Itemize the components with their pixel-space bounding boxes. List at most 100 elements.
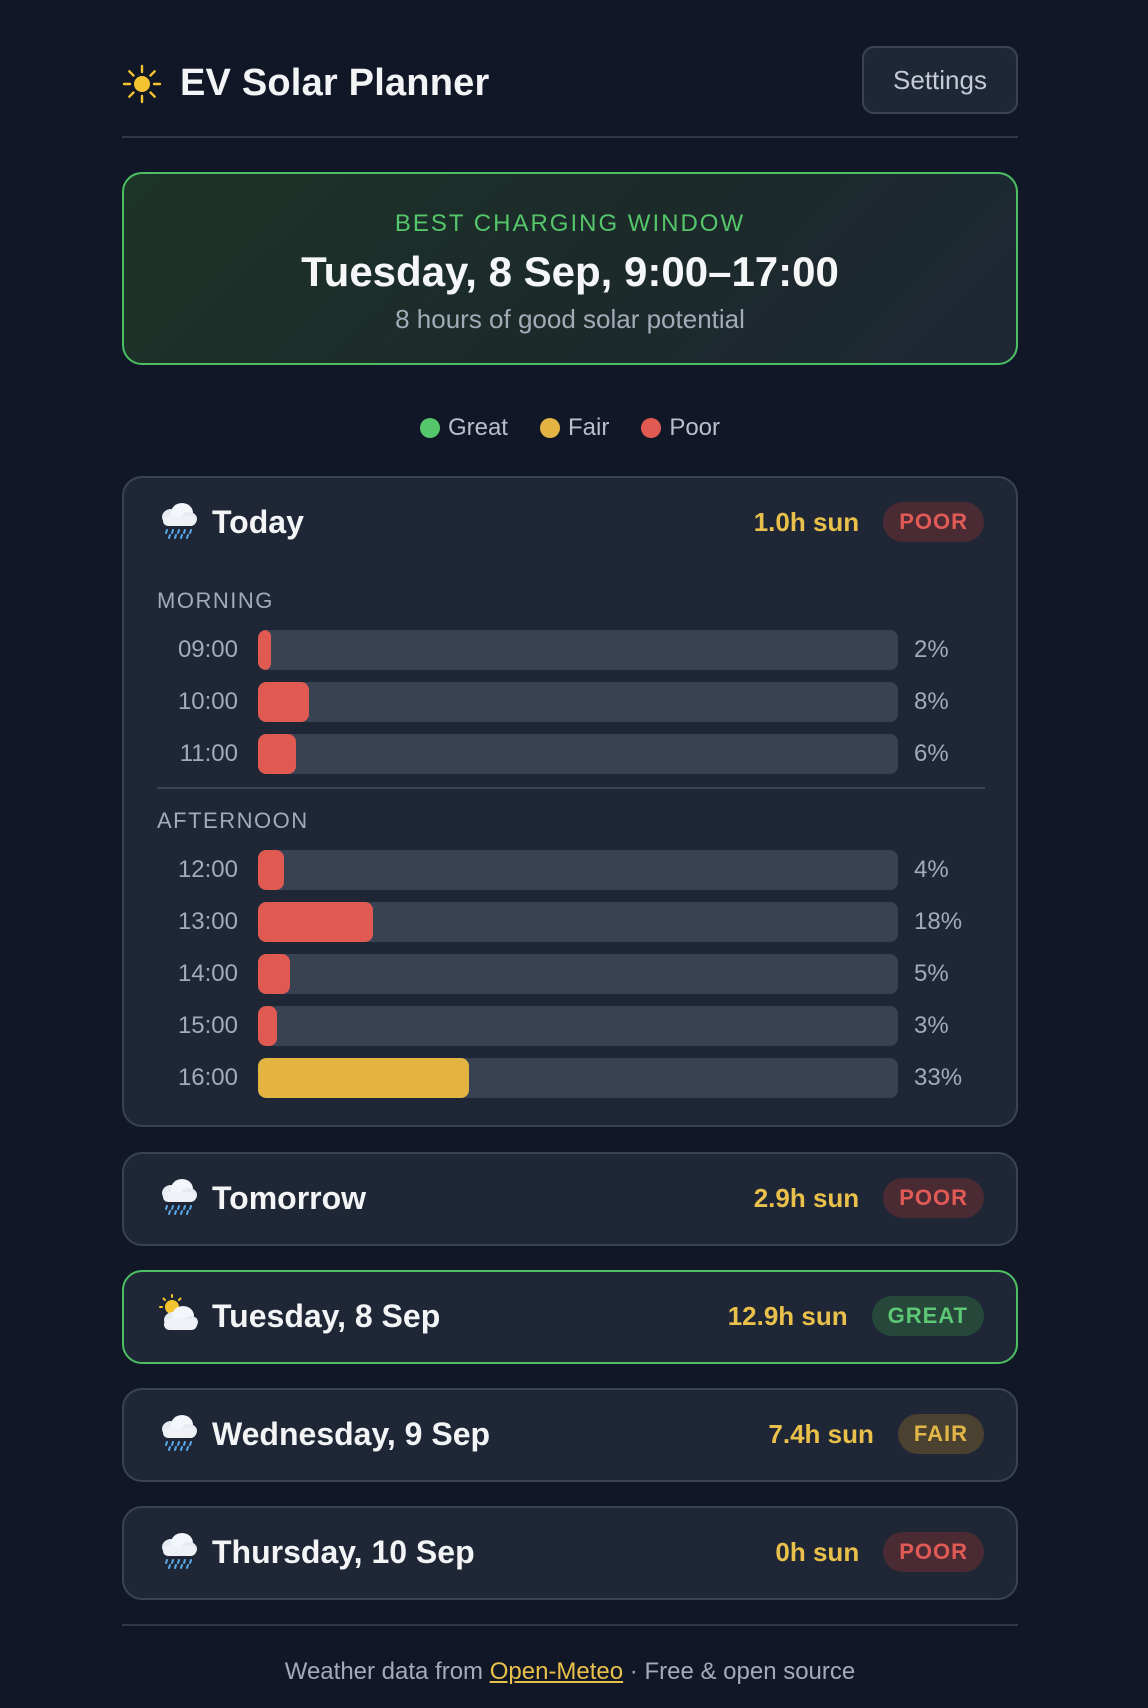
app-title: EV Solar Planner <box>180 62 490 104</box>
solar-bar-fill <box>258 630 271 670</box>
day-name: Tomorrow <box>212 1180 367 1216</box>
sun-hours: 0h sun <box>775 1536 860 1567</box>
hour-row: 13:00 18% <box>124 902 1016 942</box>
day-summary: 7.4h sun FAIR <box>768 1414 984 1454</box>
solar-bar-fill <box>258 1006 278 1046</box>
legend-label: Fair <box>567 414 610 441</box>
rain-cloud-icon <box>157 1530 199 1572</box>
solar-bar-track <box>258 850 898 890</box>
brand: EV Solar Planner <box>122 62 489 105</box>
day-card-header[interactable]: Today 1.0h sun POOR <box>124 478 1016 568</box>
legend-item-fair: Fair <box>539 414 610 442</box>
rating-badge: POOR <box>883 1178 984 1218</box>
best-window-title: Tuesday, 8 Sep, 9:00–17:00 <box>301 248 839 295</box>
rating-badge: POOR <box>883 502 984 542</box>
day-name: Tuesday, 8 Sep <box>212 1298 441 1334</box>
footer-suffix: · Free & open source <box>623 1658 856 1685</box>
rain-cloud-icon <box>157 1412 199 1454</box>
fair-dot-icon <box>539 418 560 438</box>
hour-percent: 4% <box>914 856 949 883</box>
hour-percent: 6% <box>914 740 949 767</box>
sun-icon <box>122 64 162 104</box>
header: EV Solar Planner Settings <box>122 46 1018 138</box>
day-card-header[interactable]: Tomorrow 2.9h sun POOR <box>124 1154 1016 1244</box>
day-summary: 1.0h sun POOR <box>754 502 984 542</box>
legend-item-poor: Poor <box>641 414 720 442</box>
settings-button[interactable]: Settings <box>862 46 1018 114</box>
section-divider <box>157 787 985 789</box>
day-summary: 12.9h sun GREAT <box>728 1296 984 1336</box>
day-name: Today <box>212 504 304 540</box>
hour-time: 10:00 <box>177 688 238 715</box>
solar-bar-track <box>258 954 898 994</box>
solar-bar-fill <box>258 850 284 890</box>
day-card-wednesday[interactable]: Wednesday, 9 Sep 7.4h sun FAIR <box>122 1388 1018 1482</box>
day-card-header[interactable]: Tuesday, 8 Sep 12.9h sun GREAT <box>124 1272 1016 1362</box>
solar-bar-fill <box>258 734 297 774</box>
rating-badge: POOR <box>883 1532 984 1572</box>
hour-row: 11:00 6% <box>124 734 1016 774</box>
open-meteo-link[interactable]: Open-Meteo <box>489 1658 624 1685</box>
hour-time: 13:00 <box>177 908 238 935</box>
hour-row: 12:00 4% <box>124 850 1016 890</box>
legend-label: Poor <box>669 414 721 441</box>
footer: Weather data from Open-Meteo · Free & op… <box>122 1658 1018 1686</box>
day-card-today[interactable]: Today 1.0h sun POOR MORNING 09:00 2% 10:… <box>122 476 1018 1127</box>
solar-bar-track <box>258 682 898 722</box>
solar-bar-track <box>258 630 898 670</box>
hour-time: 14:00 <box>177 960 238 987</box>
best-window-subtitle: 8 hours of good solar potential <box>395 304 745 334</box>
hour-row: 14:00 5% <box>124 954 1016 994</box>
hour-time: 16:00 <box>177 1064 238 1091</box>
sun-hours: 1.0h sun <box>753 506 860 537</box>
sun-behind-cloud-icon <box>157 1294 199 1336</box>
day-card-header[interactable]: Wednesday, 9 Sep 7.4h sun FAIR <box>124 1390 1016 1480</box>
rain-cloud-icon <box>157 500 199 542</box>
hour-percent: 33% <box>914 1064 963 1091</box>
hour-row: 09:00 2% <box>124 630 1016 670</box>
day-card-thursday[interactable]: Thursday, 10 Sep 0h sun POOR <box>122 1506 1018 1600</box>
solar-bar-fill <box>258 1058 470 1098</box>
solar-bar-track <box>258 1058 898 1098</box>
hour-percent: 5% <box>914 960 949 987</box>
footer-prefix: Weather data from <box>284 1658 490 1685</box>
rating-badge: GREAT <box>871 1296 984 1336</box>
hour-time: 12:00 <box>177 856 238 883</box>
sun-hours: 2.9h sun <box>753 1182 860 1213</box>
great-dot-icon <box>419 418 440 438</box>
sun-hours: 12.9h sun <box>727 1300 848 1331</box>
solar-bar-track <box>258 902 898 942</box>
legend-item-great: Great <box>419 414 508 442</box>
solar-bar-fill <box>258 902 374 942</box>
day-summary: 0h sun POOR <box>775 1532 984 1572</box>
poor-dot-icon <box>641 418 662 438</box>
section-label-afternoon: AFTERNOON <box>157 808 309 833</box>
hour-time: 11:00 <box>179 740 238 767</box>
hour-percent: 18% <box>914 908 963 935</box>
day-card-header[interactable]: Thursday, 10 Sep 0h sun POOR <box>124 1508 1016 1598</box>
solar-bar-fill <box>258 682 310 722</box>
best-window-label: BEST CHARGING WINDOW <box>394 210 746 237</box>
rain-cloud-icon <box>157 1176 199 1218</box>
day-summary: 2.9h sun POOR <box>754 1178 984 1218</box>
day-name: Wednesday, 9 Sep <box>212 1416 491 1452</box>
hour-row: 10:00 8% <box>124 682 1016 722</box>
hour-row: 16:00 33% <box>124 1058 1016 1098</box>
hour-row: 15:00 3% <box>124 1006 1016 1046</box>
hour-time: 15:00 <box>177 1012 238 1039</box>
legend: Great Fair Poor <box>122 414 1018 442</box>
hour-time: 09:00 <box>177 636 238 663</box>
solar-bar-track <box>258 734 898 774</box>
day-name: Thursday, 10 Sep <box>212 1534 475 1570</box>
day-card-tomorrow[interactable]: Tomorrow 2.9h sun POOR <box>122 1152 1018 1246</box>
section-label-morning: MORNING <box>157 588 274 613</box>
solar-bar-track <box>258 1006 898 1046</box>
sun-hours: 7.4h sun <box>768 1418 874 1449</box>
best-charging-window-card: BEST CHARGING WINDOW Tuesday, 8 Sep, 9:0… <box>122 172 1018 365</box>
footer-divider <box>122 1624 1018 1626</box>
day-card-tuesday[interactable]: Tuesday, 8 Sep 12.9h sun GREAT <box>122 1270 1018 1364</box>
solar-bar-fill <box>258 954 290 994</box>
hour-percent: 2% <box>914 636 949 663</box>
hour-percent: 8% <box>914 688 949 715</box>
legend-label: Great <box>447 414 508 441</box>
